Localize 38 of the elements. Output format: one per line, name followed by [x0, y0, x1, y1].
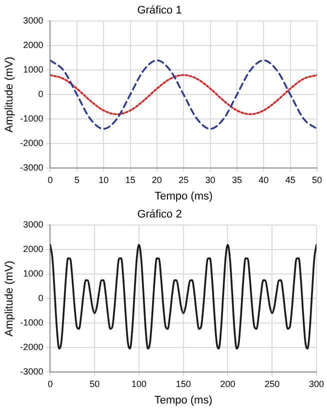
y-tick-label: -3000 — [20, 366, 44, 376]
x-tick-label: 10 — [98, 174, 109, 185]
x-tick-label: 45 — [285, 174, 296, 185]
y-tick-label: 1000 — [23, 64, 44, 75]
y-axis-title: Amplitude (mV) — [4, 56, 16, 132]
x-tick-label: 25 — [178, 174, 189, 185]
x-tick-label: 20 — [152, 174, 162, 185]
chart-title: Gráfico 1 — [137, 4, 182, 17]
x-tick-label: 250 — [264, 378, 280, 389]
y-tick-label: -2000 — [20, 138, 44, 148]
x-tick-label: 5 — [74, 174, 80, 185]
y-tick-label: -2000 — [20, 342, 44, 352]
x-tick-label: 50 — [312, 174, 322, 185]
y-tick-label: -1000 — [20, 318, 44, 328]
x-axis-title: Tempo (ms) — [154, 394, 212, 406]
y-tick-label: 2000 — [23, 40, 44, 50]
y-tick-label: -3000 — [20, 162, 44, 172]
y-tick-label: 0 — [38, 89, 44, 100]
y-tick-label: -1000 — [20, 114, 44, 124]
y-tick-label: 1000 — [23, 268, 44, 279]
y-tick-label: 0 — [38, 293, 44, 304]
x-tick-label: 30 — [205, 174, 216, 185]
x-tick-label: 50 — [90, 378, 100, 389]
chart-title: Gráfico 2 — [137, 208, 182, 221]
y-axis-title: Amplitude (mV) — [4, 260, 16, 336]
x-tick-label: 0 — [48, 378, 53, 389]
x-tick-label: 35 — [232, 174, 242, 185]
y-tick-label: 3000 — [23, 16, 44, 26]
x-tick-label: 150 — [176, 378, 191, 389]
x-tick-label: 100 — [131, 378, 146, 389]
y-tick-label: 3000 — [23, 220, 44, 230]
y-tick-label: 2000 — [23, 244, 44, 254]
x-tick-label: 200 — [220, 378, 236, 389]
x-tick-label: 15 — [125, 174, 136, 185]
x-tick-label: 0 — [48, 174, 53, 185]
x-tick-label: 40 — [258, 174, 269, 185]
x-axis-title: Tempo (ms) — [154, 190, 213, 202]
x-tick-label: 300 — [308, 378, 324, 389]
